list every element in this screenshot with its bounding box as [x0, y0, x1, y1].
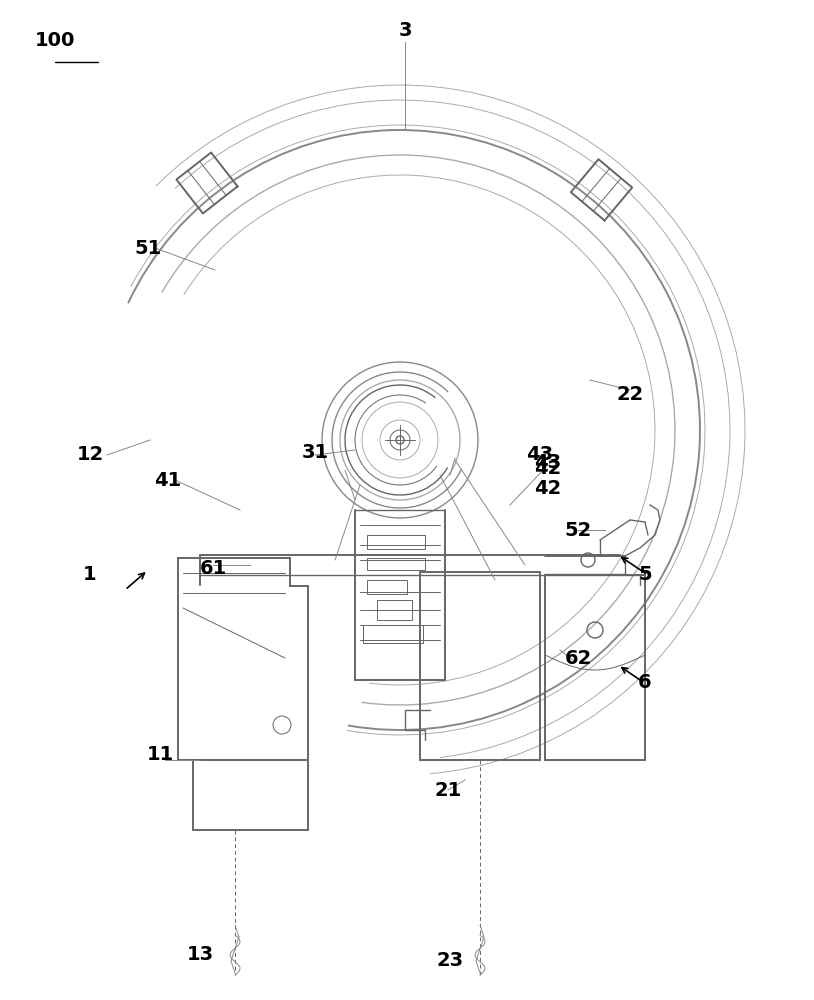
Text: 61: 61 — [199, 558, 226, 578]
Text: 51: 51 — [134, 238, 162, 257]
Text: 5: 5 — [638, 566, 652, 584]
Text: 42: 42 — [534, 458, 562, 478]
Text: 3: 3 — [398, 20, 412, 39]
Text: 21: 21 — [435, 780, 462, 800]
Text: 100: 100 — [35, 30, 75, 49]
Bar — [367, 535, 425, 549]
Bar — [367, 580, 407, 594]
Bar — [363, 625, 423, 643]
Bar — [367, 558, 425, 570]
Text: 13: 13 — [186, 946, 213, 964]
Text: 41: 41 — [155, 471, 182, 489]
Text: 1: 1 — [83, 566, 97, 584]
Text: 31: 31 — [301, 442, 329, 462]
Text: 6: 6 — [638, 672, 652, 692]
Text: 11: 11 — [147, 746, 173, 764]
Text: 23: 23 — [436, 950, 463, 970]
Text: 52: 52 — [564, 520, 592, 540]
Text: 43: 43 — [535, 452, 562, 472]
Text: 22: 22 — [616, 385, 644, 404]
Text: 62: 62 — [564, 648, 592, 668]
Bar — [377, 600, 412, 620]
Text: 12: 12 — [77, 446, 103, 464]
Text: 43: 43 — [527, 446, 554, 464]
Text: 42: 42 — [534, 479, 562, 497]
